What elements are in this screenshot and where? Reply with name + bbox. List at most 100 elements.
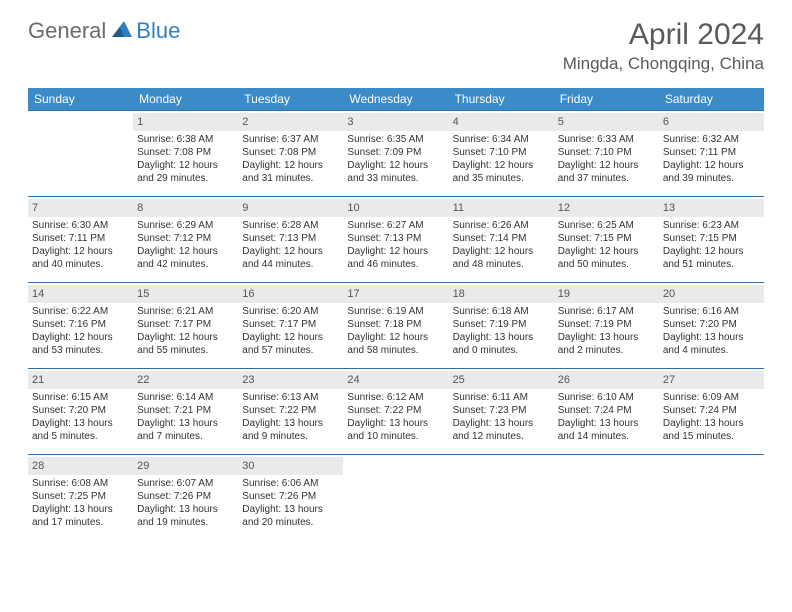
sunset-line: Sunset: 7:08 PM (137, 146, 234, 159)
day-number: 14 (28, 285, 133, 303)
sunrise-line: Sunrise: 6:07 AM (137, 477, 234, 490)
daylight-line: Daylight: 12 hours (663, 245, 760, 258)
sunset-line: Sunset: 7:13 PM (347, 232, 444, 245)
calendar-day-cell: . (343, 455, 448, 541)
sunset-line: Sunset: 7:20 PM (663, 318, 760, 331)
calendar-day-cell: 7Sunrise: 6:30 AMSunset: 7:11 PMDaylight… (28, 197, 133, 283)
day-number: 12 (554, 199, 659, 217)
sunset-line: Sunset: 7:22 PM (242, 404, 339, 417)
sunset-line: Sunset: 7:11 PM (663, 146, 760, 159)
sunrise-line: Sunrise: 6:33 AM (558, 133, 655, 146)
daylight-line: Daylight: 12 hours (347, 245, 444, 258)
calendar-day-cell: 5Sunrise: 6:33 AMSunset: 7:10 PMDaylight… (554, 111, 659, 197)
daylight-line: and 35 minutes. (453, 172, 550, 185)
daylight-line: and 19 minutes. (137, 516, 234, 529)
sunrise-line: Sunrise: 6:35 AM (347, 133, 444, 146)
day-number: 20 (659, 285, 764, 303)
calendar-day-cell: 18Sunrise: 6:18 AMSunset: 7:19 PMDayligh… (449, 283, 554, 369)
sunset-line: Sunset: 7:22 PM (347, 404, 444, 417)
calendar-day-cell: 17Sunrise: 6:19 AMSunset: 7:18 PMDayligh… (343, 283, 448, 369)
sunrise-line: Sunrise: 6:32 AM (663, 133, 760, 146)
daylight-line: and 15 minutes. (663, 430, 760, 443)
calendar-week-row: 21Sunrise: 6:15 AMSunset: 7:20 PMDayligh… (28, 369, 764, 455)
sunrise-line: Sunrise: 6:15 AM (32, 391, 129, 404)
day-number: 19 (554, 285, 659, 303)
daylight-line: Daylight: 13 hours (558, 331, 655, 344)
daylight-line: Daylight: 13 hours (347, 417, 444, 430)
daylight-line: Daylight: 12 hours (347, 159, 444, 172)
sunset-line: Sunset: 7:24 PM (663, 404, 760, 417)
daylight-line: and 7 minutes. (137, 430, 234, 443)
logo-text-blue: Blue (136, 18, 180, 44)
day-number: 28 (28, 457, 133, 475)
calendar-day-cell: 1Sunrise: 6:38 AMSunset: 7:08 PMDaylight… (133, 111, 238, 197)
sunrise-line: Sunrise: 6:30 AM (32, 219, 129, 232)
day-number: 7 (28, 199, 133, 217)
sunrise-line: Sunrise: 6:23 AM (663, 219, 760, 232)
daylight-line: and 40 minutes. (32, 258, 129, 271)
daylight-line: and 53 minutes. (32, 344, 129, 357)
header: General Blue April 2024 Mingda, Chongqin… (0, 0, 792, 78)
calendar-day-cell: 11Sunrise: 6:26 AMSunset: 7:14 PMDayligh… (449, 197, 554, 283)
calendar-day-cell: 9Sunrise: 6:28 AMSunset: 7:13 PMDaylight… (238, 197, 343, 283)
daylight-line: Daylight: 13 hours (242, 417, 339, 430)
weekday-header: Sunday (28, 88, 133, 111)
day-number: 8 (133, 199, 238, 217)
sunset-line: Sunset: 7:26 PM (137, 490, 234, 503)
calendar-day-cell: 10 Sunrise: 6:27 AMSunset: 7:13 PMDayligh… (343, 197, 448, 283)
sunset-line: Sunset: 7:14 PM (453, 232, 550, 245)
calendar-day-cell: . (659, 455, 764, 541)
sunrise-line: Sunrise: 6:09 AM (663, 391, 760, 404)
daylight-line: and 4 minutes. (663, 344, 760, 357)
weekday-header: Friday (554, 88, 659, 111)
calendar-week-row: .1Sunrise: 6:38 AMSunset: 7:08 PMDayligh… (28, 111, 764, 197)
sunrise-line: Sunrise: 6:18 AM (453, 305, 550, 318)
sunrise-line: Sunrise: 6:37 AM (242, 133, 339, 146)
sunrise-line: Sunrise: 6:27 AM (347, 219, 444, 232)
sunrise-line: Sunrise: 6:11 AM (453, 391, 550, 404)
sunrise-line: Sunrise: 6:17 AM (558, 305, 655, 318)
sunrise-line: Sunrise: 6:38 AM (137, 133, 234, 146)
sunset-line: Sunset: 7:13 PM (242, 232, 339, 245)
day-number: 26 (554, 371, 659, 389)
day-number: 15 (133, 285, 238, 303)
sunrise-line: Sunrise: 6:22 AM (32, 305, 129, 318)
sunrise-line: Sunrise: 6:12 AM (347, 391, 444, 404)
day-number: 10 (343, 199, 448, 217)
calendar-table: SundayMondayTuesdayWednesdayThursdayFrid… (28, 88, 764, 541)
daylight-line: and 2 minutes. (558, 344, 655, 357)
daylight-line: and 17 minutes. (32, 516, 129, 529)
daylight-line: Daylight: 12 hours (242, 245, 339, 258)
daylight-line: and 51 minutes. (663, 258, 760, 271)
day-number: 17 (343, 285, 448, 303)
daylight-line: and 44 minutes. (242, 258, 339, 271)
sunset-line: Sunset: 7:16 PM (32, 318, 129, 331)
daylight-line: and 46 minutes. (347, 258, 444, 271)
day-number: 11 (449, 199, 554, 217)
daylight-line: Daylight: 13 hours (558, 417, 655, 430)
sunrise-line: Sunrise: 6:21 AM (137, 305, 234, 318)
calendar-day-cell: . (449, 455, 554, 541)
calendar-day-cell: 13Sunrise: 6:23 AMSunset: 7:15 PMDayligh… (659, 197, 764, 283)
sunset-line: Sunset: 7:18 PM (347, 318, 444, 331)
sunset-line: Sunset: 7:17 PM (137, 318, 234, 331)
daylight-line: Daylight: 12 hours (453, 245, 550, 258)
calendar-day-cell: 21Sunrise: 6:15 AMSunset: 7:20 PMDayligh… (28, 369, 133, 455)
daylight-line: Daylight: 12 hours (137, 331, 234, 344)
daylight-line: Daylight: 13 hours (32, 417, 129, 430)
sunset-line: Sunset: 7:12 PM (137, 232, 234, 245)
calendar-day-cell: 3Sunrise: 6:35 AMSunset: 7:09 PMDaylight… (343, 111, 448, 197)
title-block: April 2024 Mingda, Chongqing, China (563, 18, 764, 74)
calendar-day-cell: 30Sunrise: 6:06 AMSunset: 7:26 PMDayligh… (238, 455, 343, 541)
sunset-line: Sunset: 7:09 PM (347, 146, 444, 159)
daylight-line: and 31 minutes. (242, 172, 339, 185)
daylight-line: and 42 minutes. (137, 258, 234, 271)
calendar-day-cell: 26Sunrise: 6:10 AMSunset: 7:24 PMDayligh… (554, 369, 659, 455)
calendar-day-cell: . (554, 455, 659, 541)
daylight-line: Daylight: 13 hours (663, 417, 760, 430)
daylight-line: and 29 minutes. (137, 172, 234, 185)
sunset-line: Sunset: 7:17 PM (242, 318, 339, 331)
calendar-day-cell: 19Sunrise: 6:17 AMSunset: 7:19 PMDayligh… (554, 283, 659, 369)
calendar-day-cell: 22Sunrise: 6:14 AMSunset: 7:21 PMDayligh… (133, 369, 238, 455)
weekday-header: Monday (133, 88, 238, 111)
